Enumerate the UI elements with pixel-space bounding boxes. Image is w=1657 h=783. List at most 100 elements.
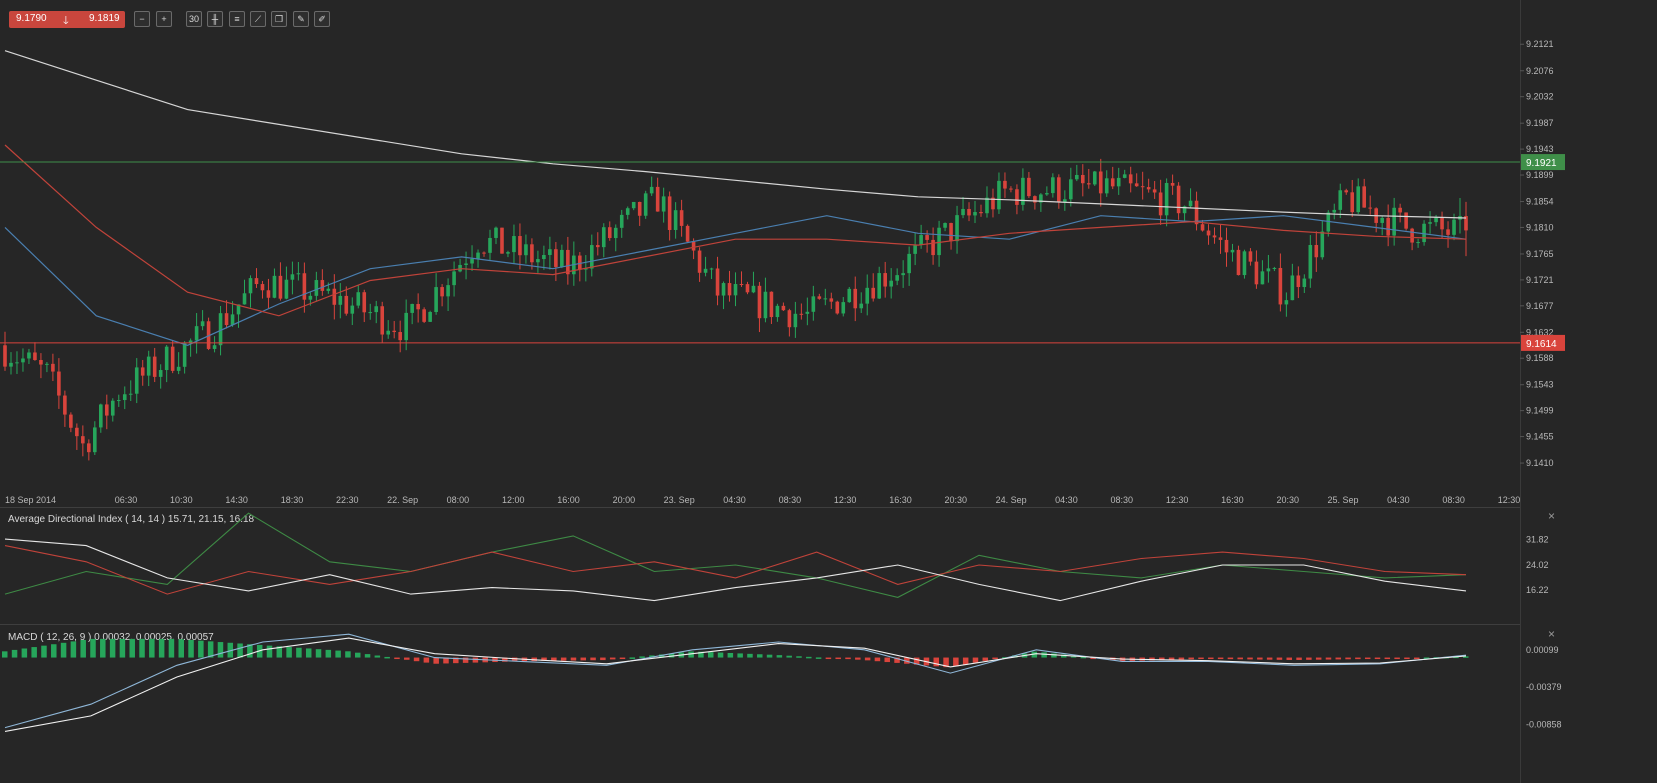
macd-title: MACD ( 12, 26, 9 ) 0.00032, 0.00025, 0.0… <box>8 632 214 643</box>
candle-body <box>931 239 935 256</box>
macd-histogram-bar <box>806 656 812 659</box>
adx-y-tick-label: 16.22 <box>1526 585 1549 595</box>
macd-histogram-bar <box>1247 657 1253 660</box>
candle-body <box>386 330 391 335</box>
candle-body <box>919 235 923 245</box>
macd-histogram-bar <box>60 642 67 658</box>
macd-histogram-bar <box>590 657 596 661</box>
macd-histogram-bar <box>394 657 400 660</box>
macd-line <box>4 637 1467 732</box>
y-tick-label: 9.1854 <box>1526 197 1554 207</box>
candle-body <box>27 352 31 359</box>
candle-body <box>1092 171 1097 185</box>
candle-body <box>973 212 977 216</box>
macd-histogram-bar <box>1286 657 1293 660</box>
candle-body <box>823 298 828 300</box>
brush-button[interactable]: ✐ <box>314 11 330 27</box>
candle-body <box>15 362 19 364</box>
candle-body <box>380 306 385 335</box>
y-tick-label: 9.1765 <box>1526 249 1554 259</box>
macd-histogram-bar <box>717 652 724 658</box>
macd-histogram-bar <box>1266 657 1273 660</box>
chart-type-button[interactable]: ╫ <box>207 11 223 27</box>
macd-histogram-bar <box>845 657 851 660</box>
candle-body <box>494 227 498 238</box>
candle-body <box>1308 244 1313 279</box>
macd-y-tick-label: -0.00858 <box>1526 719 1562 729</box>
x-tick-label: 20:30 <box>1276 495 1299 505</box>
macd-line <box>4 633 1467 729</box>
candle-body <box>266 290 271 298</box>
x-tick-label: 08:30 <box>1442 495 1465 505</box>
candle-body <box>518 236 522 256</box>
macd-histogram-bar <box>443 657 449 664</box>
candle-body <box>1200 224 1205 231</box>
macd-histogram-bar <box>541 657 547 661</box>
macd-histogram-bar <box>1276 657 1283 660</box>
macd-histogram-bar <box>962 657 969 665</box>
candle-body <box>763 291 768 319</box>
candle-body <box>769 291 774 318</box>
candle-body <box>224 313 229 326</box>
candle-body <box>434 287 438 312</box>
draw-line-button[interactable]: ⟋ <box>250 11 266 27</box>
x-tick-label: 04:30 <box>1387 495 1410 505</box>
candle-body <box>470 258 474 264</box>
x-tick-label: 08:30 <box>1110 495 1133 505</box>
macd-histogram-bar <box>551 657 557 661</box>
candle-body <box>817 296 822 299</box>
candle-body <box>69 414 73 428</box>
candle-body <box>1368 207 1372 209</box>
timeframe-icon: 30 <box>188 14 199 24</box>
candle-body <box>679 210 684 226</box>
candle-body <box>374 306 379 313</box>
edit-button[interactable]: ✎ <box>293 11 309 27</box>
candle-body <box>1236 249 1241 276</box>
copy-button[interactable]: ❐ <box>271 11 287 27</box>
candle-body <box>230 314 235 326</box>
quote-badge[interactable]: 9.1790 🡓 9.1819 <box>9 11 125 28</box>
arrow-down-icon: 🡓 <box>63 15 69 27</box>
macd-histogram-bar <box>1217 657 1224 660</box>
macd-histogram-bar <box>247 644 253 658</box>
macd-histogram-bar <box>1335 657 1342 660</box>
x-tick-label: 06:30 <box>115 495 138 505</box>
candle-body <box>1086 183 1091 185</box>
candle-body <box>1440 217 1444 230</box>
macd-histogram-bar <box>21 648 28 658</box>
adx-line <box>4 545 1467 595</box>
macd-histogram-bar <box>266 645 273 658</box>
candle-body <box>661 196 666 212</box>
candle-body <box>1434 217 1438 223</box>
macd-histogram-bar <box>1090 657 1096 660</box>
candle-body <box>1039 194 1043 203</box>
candle-body <box>625 208 630 215</box>
copy-icon: ❐ <box>274 14 284 24</box>
candle-body <box>691 241 696 251</box>
macd-histogram-bar <box>1463 656 1469 658</box>
macd-histogram-bar <box>953 657 959 667</box>
adx-line <box>4 538 1467 602</box>
candle-body <box>296 273 301 275</box>
zoom-out-button[interactable]: − <box>134 11 150 27</box>
candle-body <box>745 284 750 293</box>
candle-body <box>793 313 798 328</box>
zoom-in-button[interactable]: + <box>156 11 172 27</box>
macd-histogram-bar <box>41 645 47 658</box>
candle-body <box>1098 171 1103 194</box>
macd-histogram-bar <box>1315 657 1322 660</box>
timeframe-button[interactable]: 30 <box>186 11 202 27</box>
candle-body <box>703 268 708 273</box>
x-tick-label: 08:30 <box>779 495 802 505</box>
y-tick-label: 9.1499 <box>1526 406 1554 416</box>
overlay-line <box>4 144 1467 317</box>
macd-histogram-bar <box>688 651 694 658</box>
x-tick-label: 04:30 <box>1055 495 1078 505</box>
macd-histogram-bar <box>2 651 8 658</box>
indicators-button[interactable]: ≡ <box>229 11 245 27</box>
close-icon: × <box>1548 627 1555 641</box>
macd-histogram-bar <box>325 649 332 658</box>
macd-histogram-bar <box>629 657 636 659</box>
